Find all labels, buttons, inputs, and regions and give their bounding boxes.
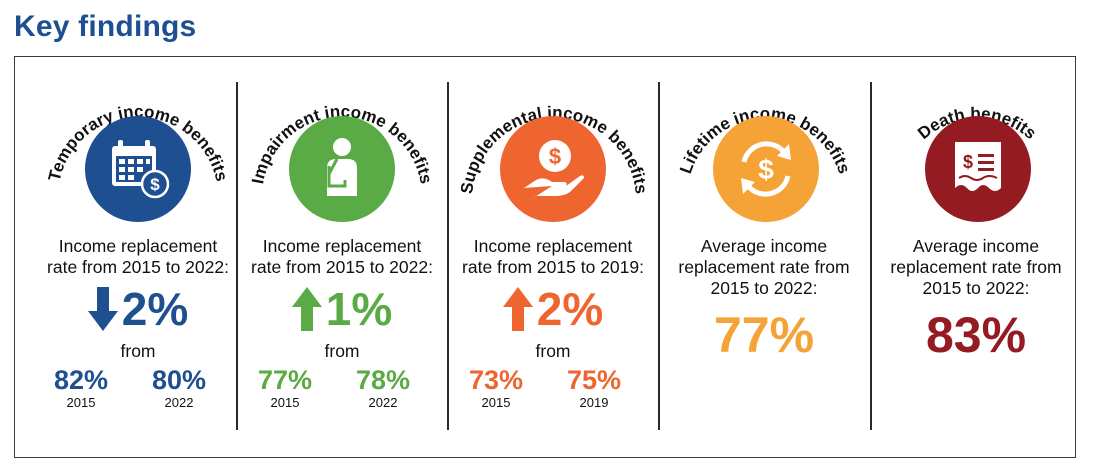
certificate-dollar-icon: $ xyxy=(925,116,1031,222)
panel-impairment-income: Impairment income benefits Income replac… xyxy=(237,58,447,454)
page-title: Key findings xyxy=(14,10,197,43)
from-label: from xyxy=(120,341,156,361)
panel-temporary-income: Temporary income benefits $ Income repla… xyxy=(33,58,243,454)
findings-frame xyxy=(14,56,1076,458)
start-value: 73% 2015 xyxy=(468,365,524,410)
panel-death-benefits: Death benefits $ Average income replacem… xyxy=(871,58,1081,454)
change-value: 2% xyxy=(536,283,604,335)
start-value: 77% 2015 xyxy=(257,365,313,410)
average-rate-value: 77% xyxy=(713,307,815,363)
caption: Income replacement rate from 2015 to 202… xyxy=(47,236,229,277)
average-rate-value: 83% xyxy=(925,307,1027,363)
arrow-up-icon xyxy=(502,287,533,331)
end-value: 78% 2022 xyxy=(355,365,411,410)
svg-text:$: $ xyxy=(758,154,774,185)
divider xyxy=(447,82,449,430)
hand-coin-icon: $ xyxy=(500,116,606,222)
calendar-dollar-icon: $ xyxy=(85,116,191,222)
change-value: 1% xyxy=(325,283,393,335)
change-indicator: 1% xyxy=(237,284,447,334)
end-value: 80% 2022 xyxy=(151,365,207,410)
caption: Income replacement rate from 2015 to 201… xyxy=(462,236,644,277)
svg-text:$: $ xyxy=(150,175,160,194)
caption: Average income replacement rate from 201… xyxy=(890,236,1062,298)
panel-lifetime-income: Lifetime income benefits $ Average incom… xyxy=(659,58,869,454)
start-value: 82% 2015 xyxy=(53,365,109,410)
divider xyxy=(658,82,660,430)
change-value: 2% xyxy=(121,283,189,335)
svg-text:$: $ xyxy=(549,144,561,169)
svg-text:$: $ xyxy=(963,152,973,172)
injured-person-icon xyxy=(289,116,395,222)
from-label: from xyxy=(535,341,571,361)
arrow-up-icon xyxy=(291,287,322,331)
change-indicator: 2% xyxy=(33,284,243,334)
caption: Average income replacement rate from 201… xyxy=(678,236,850,298)
divider xyxy=(236,82,238,430)
panel-supplemental-income: Supplemental income benefits $ Income re… xyxy=(448,58,658,454)
caption: Income replacement rate from 2015 to 202… xyxy=(251,236,433,277)
change-indicator: 2% xyxy=(448,284,658,334)
recurring-dollar-icon: $ xyxy=(713,116,819,222)
arrow-down-icon xyxy=(87,287,118,331)
from-label: from xyxy=(324,341,360,361)
end-value: 75% 2019 xyxy=(566,365,622,410)
divider xyxy=(870,82,872,430)
